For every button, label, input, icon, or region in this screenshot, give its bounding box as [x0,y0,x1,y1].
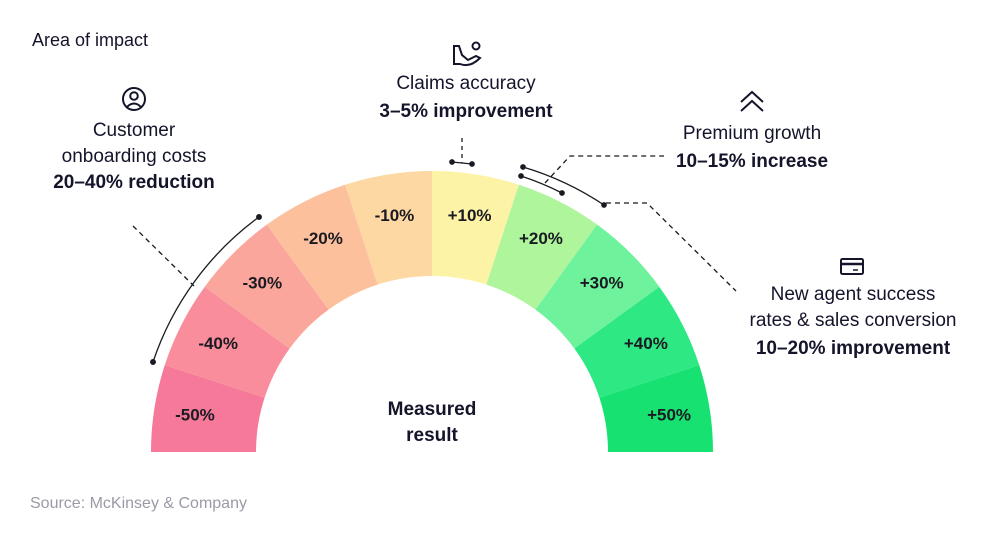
double-chevron-up-icon [740,90,764,112]
annotation-claims: Claims accuracy 3–5% improvement [346,71,586,125]
leader-line [544,155,664,184]
leader-line [132,225,195,287]
gauge-segment [486,184,598,310]
credit-card-icon [840,258,864,275]
annotation-area: rates & sales conversion [749,310,957,331]
gauge-segment [432,171,519,285]
range-arc-onboarding [152,216,260,363]
annotation-result: 3–5% improvement [379,101,553,122]
gauge-segment [535,224,660,349]
segment-label: -50% [175,405,215,424]
gauge-segment [574,286,700,398]
segment-label: +50% [647,405,691,424]
annotation-area: Claims accuracy [396,73,536,94]
range-dot [449,159,455,165]
annotation-onboarding: Customer onboarding costs 20–40% reducti… [34,118,234,196]
chart-title: Area of impact [32,30,149,50]
annotation-result: 10–20% improvement [755,338,951,359]
gauge-segment [164,286,290,398]
gauge-segment [345,171,432,285]
segment-label: -40% [198,334,238,353]
segment-label: -30% [242,273,282,292]
gauge-segment [266,184,378,310]
segment-label: +10% [448,206,492,225]
center-label-line: result [406,425,458,446]
gauge-segment [151,365,265,452]
range-dot [601,202,607,208]
annotation-result: 20–40% reduction [53,172,215,193]
segment-label: -20% [303,229,343,248]
annotation-area: Customer [92,120,176,141]
annotation-area: Premium growth [682,123,822,144]
range-dot [256,214,262,220]
source-note: Source: McKinsey & Company [30,495,247,512]
gauge-segment [204,224,329,349]
segment-label: +30% [580,273,624,292]
range-dot [469,161,475,167]
hand-coin-icon [453,41,482,67]
range-dot [559,190,565,196]
range-dot [150,359,156,365]
annotation-area: New agent success [770,284,936,305]
user-circle-icon [122,87,146,111]
range-dot [520,164,526,170]
center-label: Measured result [332,397,532,449]
annotation-premium: Premium growth 10–15% increase [652,121,852,175]
leader-line [606,202,737,292]
annotation-result: 10–15% increase [675,151,829,172]
segment-label: +20% [519,229,563,248]
annotation-area: onboarding costs [61,146,207,167]
gauge-segment [599,365,713,452]
segment-label: -10% [375,206,415,225]
center-label-line: Measured [387,399,477,420]
annotation-agent: New agent success rates & sales conversi… [733,282,973,362]
range-arc-agent [522,166,605,206]
range-dot [518,173,524,179]
segment-label: +40% [624,334,668,353]
